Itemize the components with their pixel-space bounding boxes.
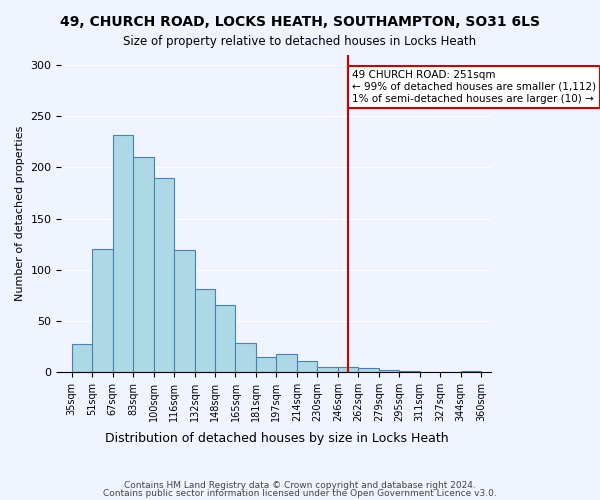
Bar [256,358,277,372]
Text: Contains HM Land Registry data © Crown copyright and database right 2024.: Contains HM Land Registry data © Crown c… [124,481,476,490]
Bar [92,249,113,372]
Bar [338,366,358,372]
Bar [113,134,133,372]
Bar [461,371,481,372]
Bar [379,370,399,372]
Bar [194,289,215,372]
Bar [277,354,297,372]
Text: Contains public sector information licensed under the Open Government Licence v3: Contains public sector information licen… [103,488,497,498]
Bar [297,360,317,372]
Text: 49, CHURCH ROAD, LOCKS HEATH, SOUTHAMPTON, SO31 6LS: 49, CHURCH ROAD, LOCKS HEATH, SOUTHAMPTO… [60,15,540,29]
Bar [235,343,256,372]
Text: Size of property relative to detached houses in Locks Heath: Size of property relative to detached ho… [124,35,476,48]
Y-axis label: Number of detached properties: Number of detached properties [15,126,25,301]
Text: 49 CHURCH ROAD: 251sqm
← 99% of detached houses are smaller (1,112)
1% of semi-d: 49 CHURCH ROAD: 251sqm ← 99% of detached… [352,70,596,104]
Bar [215,306,235,372]
Bar [133,157,154,372]
Bar [399,371,420,372]
Bar [154,178,174,372]
Bar [317,366,338,372]
Bar [174,250,194,372]
Bar [71,344,92,372]
X-axis label: Distribution of detached houses by size in Locks Heath: Distribution of detached houses by size … [104,432,448,445]
Bar [358,368,379,372]
